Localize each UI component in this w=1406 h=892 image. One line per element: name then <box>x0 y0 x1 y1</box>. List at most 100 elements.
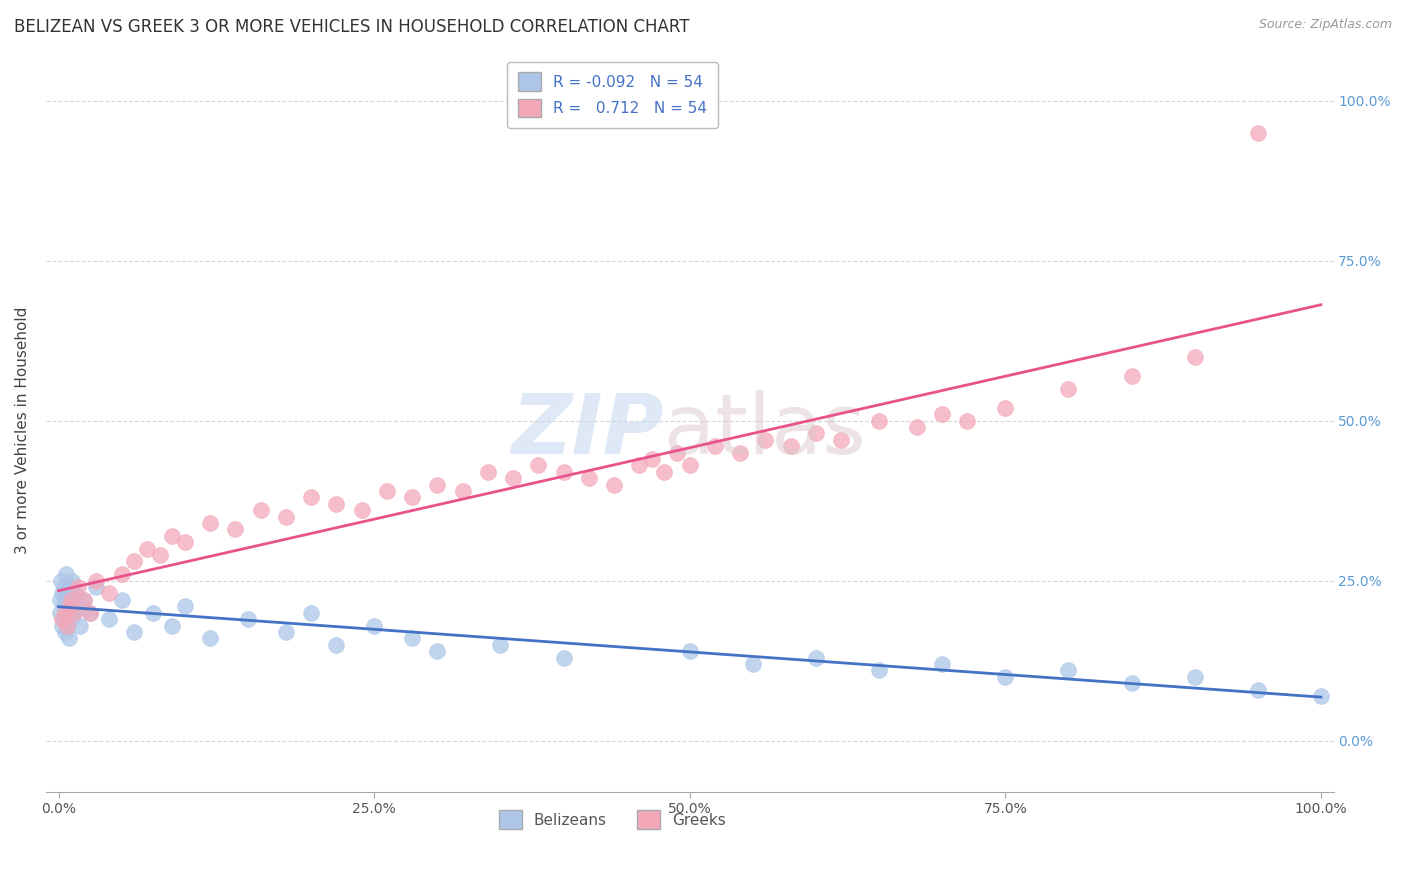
Point <box>527 458 550 473</box>
Point <box>51 586 73 600</box>
Point <box>52 599 75 614</box>
Point <box>198 632 221 646</box>
Point <box>426 477 449 491</box>
Point <box>553 650 575 665</box>
Point <box>56 618 79 632</box>
Text: atlas: atlas <box>664 390 866 471</box>
Point <box>741 657 763 671</box>
Point <box>804 426 827 441</box>
Point <box>56 586 79 600</box>
Point <box>956 414 979 428</box>
Point <box>66 599 89 614</box>
Point <box>53 580 76 594</box>
Point <box>679 644 702 658</box>
Text: BELIZEAN VS GREEK 3 OR MORE VEHICLES IN HOUSEHOLD CORRELATION CHART: BELIZEAN VS GREEK 3 OR MORE VEHICLES IN … <box>14 18 689 36</box>
Point <box>451 484 474 499</box>
Point <box>66 580 89 594</box>
Point <box>51 612 73 626</box>
Point <box>666 445 689 459</box>
Point <box>1121 368 1143 383</box>
Point <box>55 593 77 607</box>
Point <box>489 638 512 652</box>
Point <box>53 606 76 620</box>
Point <box>426 644 449 658</box>
Point <box>173 599 195 614</box>
Point <box>628 458 651 473</box>
Point <box>603 477 626 491</box>
Point <box>160 529 183 543</box>
Point <box>148 548 170 562</box>
Text: Source: ZipAtlas.com: Source: ZipAtlas.com <box>1258 18 1392 31</box>
Point <box>401 632 423 646</box>
Point <box>60 593 83 607</box>
Point <box>350 503 373 517</box>
Point <box>160 618 183 632</box>
Point <box>325 638 347 652</box>
Point <box>49 593 72 607</box>
Point <box>236 612 259 626</box>
Point <box>98 612 121 626</box>
Point <box>56 606 79 620</box>
Point <box>124 624 146 639</box>
Point <box>325 497 347 511</box>
Legend: Belizeans, Greeks: Belizeans, Greeks <box>492 804 733 835</box>
Point <box>931 657 953 671</box>
Point <box>56 618 79 632</box>
Point <box>363 618 385 632</box>
Point <box>905 420 928 434</box>
Point <box>142 606 165 620</box>
Point <box>299 491 322 505</box>
Point <box>1184 350 1206 364</box>
Point <box>53 624 76 639</box>
Point <box>704 439 727 453</box>
Point <box>804 650 827 665</box>
Point <box>58 599 80 614</box>
Point <box>868 414 890 428</box>
Point <box>63 586 86 600</box>
Point <box>1247 682 1270 697</box>
Point <box>1057 382 1080 396</box>
Point <box>375 484 398 499</box>
Point <box>58 632 80 646</box>
Point <box>173 535 195 549</box>
Point <box>931 407 953 421</box>
Point <box>477 465 499 479</box>
Point <box>1247 126 1270 140</box>
Point <box>59 599 82 614</box>
Point <box>994 670 1017 684</box>
Point <box>679 458 702 473</box>
Point <box>62 574 84 588</box>
Point <box>86 574 108 588</box>
Point <box>274 509 297 524</box>
Point <box>868 663 890 677</box>
Point <box>728 445 751 459</box>
Point <box>59 612 82 626</box>
Point <box>49 606 72 620</box>
Point <box>274 624 297 639</box>
Point <box>60 593 83 607</box>
Point <box>198 516 221 530</box>
Point <box>754 433 776 447</box>
Point <box>62 606 84 620</box>
Point <box>51 618 73 632</box>
Point <box>654 465 676 479</box>
Point <box>86 580 108 594</box>
Point <box>578 471 600 485</box>
Point <box>1121 676 1143 690</box>
Point <box>79 606 101 620</box>
Point <box>136 541 159 556</box>
Point <box>73 593 96 607</box>
Point <box>641 452 664 467</box>
Point <box>111 567 134 582</box>
Point <box>779 439 801 453</box>
Point <box>111 593 134 607</box>
Point <box>299 606 322 620</box>
Point <box>1309 689 1331 703</box>
Point <box>59 580 82 594</box>
Point <box>830 433 852 447</box>
Point <box>224 523 246 537</box>
Point <box>1057 663 1080 677</box>
Point <box>98 586 121 600</box>
Y-axis label: 3 or more Vehicles in Household: 3 or more Vehicles in Household <box>15 307 30 554</box>
Point <box>79 606 101 620</box>
